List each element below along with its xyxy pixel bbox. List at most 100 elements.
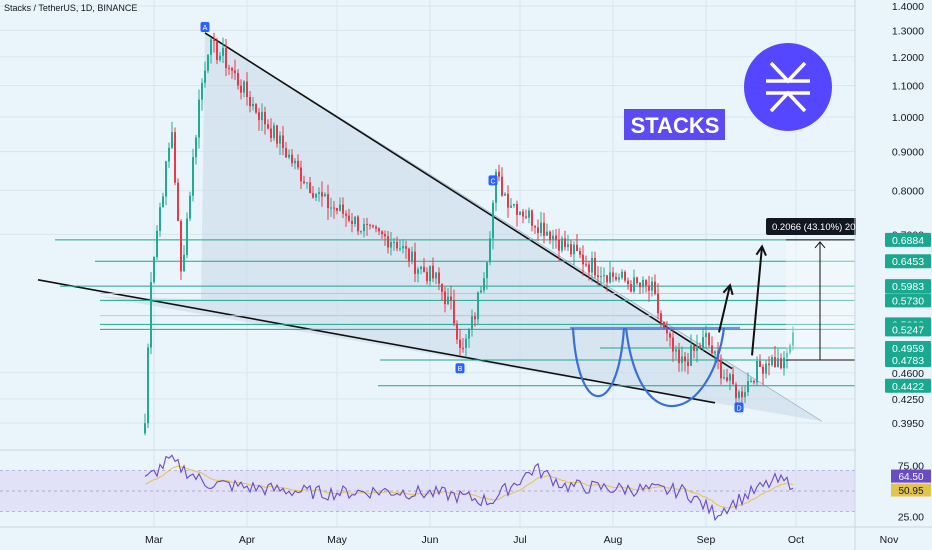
candle-body xyxy=(648,285,650,291)
candle-body xyxy=(771,357,773,366)
point-marker-label: D xyxy=(736,405,741,412)
point-marker-label: A xyxy=(203,25,208,32)
candle-body xyxy=(690,345,692,366)
measure-label-box xyxy=(766,218,872,235)
candle-body xyxy=(636,277,638,283)
candle-body xyxy=(660,313,662,323)
candle-body xyxy=(606,275,608,283)
candle-body xyxy=(468,329,470,339)
candle-body xyxy=(621,271,623,278)
candle-body xyxy=(432,265,434,279)
candle-body xyxy=(369,224,371,226)
x-tick-label: May xyxy=(327,534,348,546)
candle-body xyxy=(276,125,278,144)
rsi-line xyxy=(144,454,794,522)
candle-body xyxy=(447,296,449,305)
brand-label: STACKS xyxy=(631,113,720,138)
candle-body xyxy=(711,345,713,354)
point-marker-box xyxy=(455,363,465,374)
candle-body xyxy=(315,193,317,198)
candle-body xyxy=(354,216,356,224)
candle-body xyxy=(627,280,629,285)
measure-label: 0.2066 (43.10%) 2066 xyxy=(772,222,866,233)
candle-body xyxy=(237,72,239,86)
candle-body xyxy=(768,363,770,366)
point-marker-box xyxy=(734,402,744,413)
candle-body xyxy=(306,182,308,184)
candle-body xyxy=(201,82,203,100)
candle-body xyxy=(699,345,701,348)
candle-body xyxy=(204,70,206,83)
candle-body xyxy=(492,202,494,239)
candle-body xyxy=(303,181,305,184)
candle-body xyxy=(672,337,674,352)
candle-body xyxy=(282,135,284,149)
candle-body xyxy=(186,218,188,255)
large-up-arrow-shaft xyxy=(751,246,763,356)
candle-body xyxy=(735,384,737,399)
x-tick-label: Sep xyxy=(697,534,716,546)
candle-body xyxy=(459,339,461,348)
candle-body xyxy=(525,216,527,218)
candle-body xyxy=(225,47,227,68)
y-tick-label: 0.4250 xyxy=(892,394,924,406)
price-tag-box xyxy=(885,378,931,393)
price-tag-box xyxy=(885,341,931,356)
y-tick-label: 1.3000 xyxy=(892,25,924,37)
candle-body xyxy=(228,67,230,69)
candle-body xyxy=(678,349,680,364)
candle-body xyxy=(762,366,764,374)
candle-body xyxy=(504,193,506,196)
candle-body xyxy=(738,391,740,399)
candle-body xyxy=(270,128,272,139)
candle-body xyxy=(480,290,482,293)
candle-body xyxy=(516,203,518,215)
candle-body xyxy=(714,351,716,354)
candle-body xyxy=(444,291,446,305)
candle-body xyxy=(705,333,707,338)
candle-body xyxy=(663,322,665,329)
candle-body xyxy=(294,160,296,164)
candle-body xyxy=(645,280,647,286)
candle-body xyxy=(732,374,734,385)
price-tag-box xyxy=(885,352,931,367)
candle-body xyxy=(408,248,410,262)
y-tick-label: 0.9000 xyxy=(892,147,924,159)
candle-body xyxy=(348,215,350,221)
candle-body xyxy=(630,284,632,292)
candle-body xyxy=(567,244,569,248)
x-tick-label: Jun xyxy=(422,534,439,546)
candle-body xyxy=(231,68,233,71)
candle-body xyxy=(612,272,614,277)
candle-body xyxy=(561,238,563,251)
candle-body xyxy=(531,210,533,226)
candle-body xyxy=(279,135,281,144)
candle-body xyxy=(291,154,293,164)
candle-body xyxy=(588,264,590,273)
candle-body xyxy=(774,357,776,367)
candle-body xyxy=(375,226,377,229)
candle-body xyxy=(675,349,677,352)
upper-trendline xyxy=(204,32,733,370)
price-tag: 0.6453 xyxy=(892,256,924,268)
candle-body xyxy=(441,283,443,292)
candle-body xyxy=(423,266,425,272)
candle-body xyxy=(552,235,554,241)
candle-body xyxy=(153,257,155,283)
candle-body xyxy=(339,204,341,211)
rsi-value-label: 64.50 xyxy=(898,472,923,483)
price-tag: 0.5247 xyxy=(892,324,924,336)
candle-body xyxy=(255,104,257,113)
candle-body xyxy=(540,222,542,233)
candle-body xyxy=(477,292,479,320)
candle-body xyxy=(318,192,320,194)
candle-body xyxy=(750,380,752,382)
candle-body xyxy=(246,81,248,97)
rsi-tick-label: 75.00 xyxy=(898,460,924,472)
candle-body xyxy=(618,277,620,280)
candle-body xyxy=(195,137,197,158)
candle-body xyxy=(498,171,500,177)
candle-body xyxy=(726,377,728,381)
rsi-tick-label: 25.00 xyxy=(898,512,924,524)
